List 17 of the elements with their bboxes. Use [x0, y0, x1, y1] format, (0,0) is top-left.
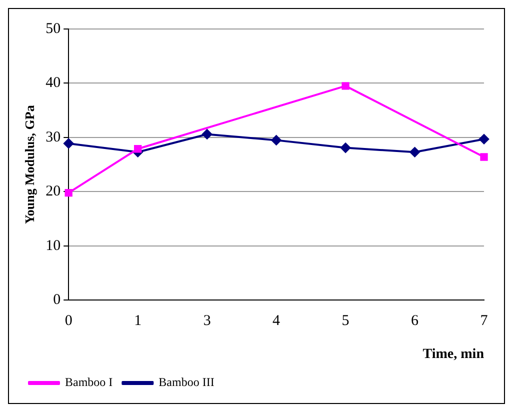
legend-label: Bamboo I — [65, 375, 113, 390]
y-axis-title: Young Modulus, GPa — [22, 104, 38, 224]
x-tick-label: 4 — [272, 313, 281, 330]
y-tick-label: 50 — [46, 20, 61, 37]
y-tick-label: 40 — [46, 75, 61, 92]
y-tick-label: 30 — [46, 129, 61, 146]
x-tick-label: 6 — [411, 313, 420, 330]
x-tick-label: 1 — [134, 313, 142, 330]
y-tick-label: 10 — [46, 238, 61, 254]
x-tick-label: 5 — [342, 313, 350, 330]
y-tick-label: 20 — [46, 184, 61, 200]
y-tick-label: 0 — [53, 292, 61, 308]
x-tick-label: 3 — [203, 313, 211, 330]
x-tick-label: 7 — [480, 313, 488, 330]
legend-label: Bamboo III — [158, 375, 214, 390]
x-tick-label: 0 — [64, 313, 72, 330]
x-axis-title: Time, min — [422, 347, 484, 362]
